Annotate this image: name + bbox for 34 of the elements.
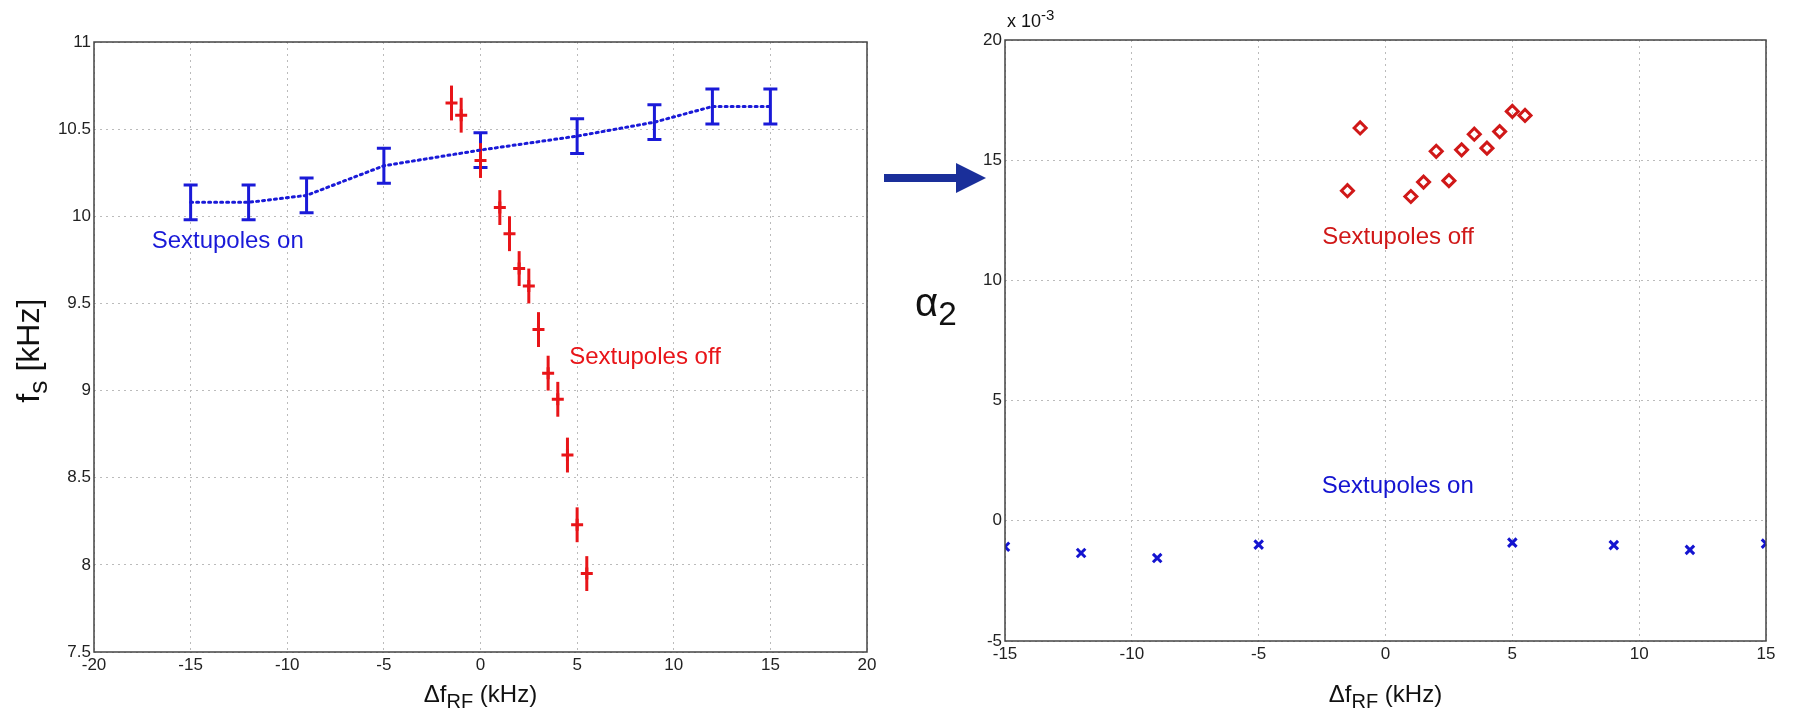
y-tick-label: 10 [72, 205, 91, 225]
y-tick-label: 11 [73, 31, 91, 51]
y-tick-label: 10 [983, 270, 1002, 290]
x-tick-label: -10 [1119, 643, 1145, 663]
y-tick-label: 5 [992, 390, 1002, 410]
y-tick-label: 9.5 [67, 293, 91, 313]
y-tick-label: 15 [983, 149, 1002, 169]
x-tick-label: 15 [1756, 643, 1776, 663]
x-tick-label: 5 [572, 654, 582, 674]
y-tick-label: 10.5 [57, 118, 91, 138]
series-label: Sextupoles on [151, 225, 304, 253]
series-label: Sextupoles off [569, 341, 722, 369]
x-tick-label: -5 [376, 654, 392, 674]
x-tick-label: 10 [664, 654, 684, 674]
text: x 10$^{-3}$ [1007, 6, 1055, 32]
x-axis-title: Δf$_{RF}$ (kHz) [1327, 680, 1444, 713]
x-tick-label: 5 [1507, 643, 1518, 663]
x-tick-label: 0 [475, 654, 486, 674]
x-tick-label: -5 [1251, 643, 1267, 663]
y-tick-label: 20 [983, 29, 1002, 49]
x-tick-label: 10 [1629, 643, 1649, 663]
text: Sextupoles on [1321, 471, 1474, 499]
x-tick-label: -10 [274, 654, 300, 674]
x-tick-label: 15 [760, 654, 780, 674]
x-axis-title: Δf$_{RF}$ (kHz) [422, 680, 539, 713]
x-tick-label: -15 [178, 654, 203, 674]
y-axis-title: α$_{2}$ [915, 280, 957, 334]
y-tick-label: 8 [81, 554, 91, 574]
y-tick-label: 8.5 [67, 467, 91, 487]
y-tick-label: 9 [81, 380, 91, 400]
x-tick-label: 20 [857, 654, 877, 674]
series-label: Sextupoles off [1322, 221, 1475, 249]
x-tick-label: 0 [1380, 643, 1391, 663]
y-tick-label: 0 [992, 510, 1002, 530]
